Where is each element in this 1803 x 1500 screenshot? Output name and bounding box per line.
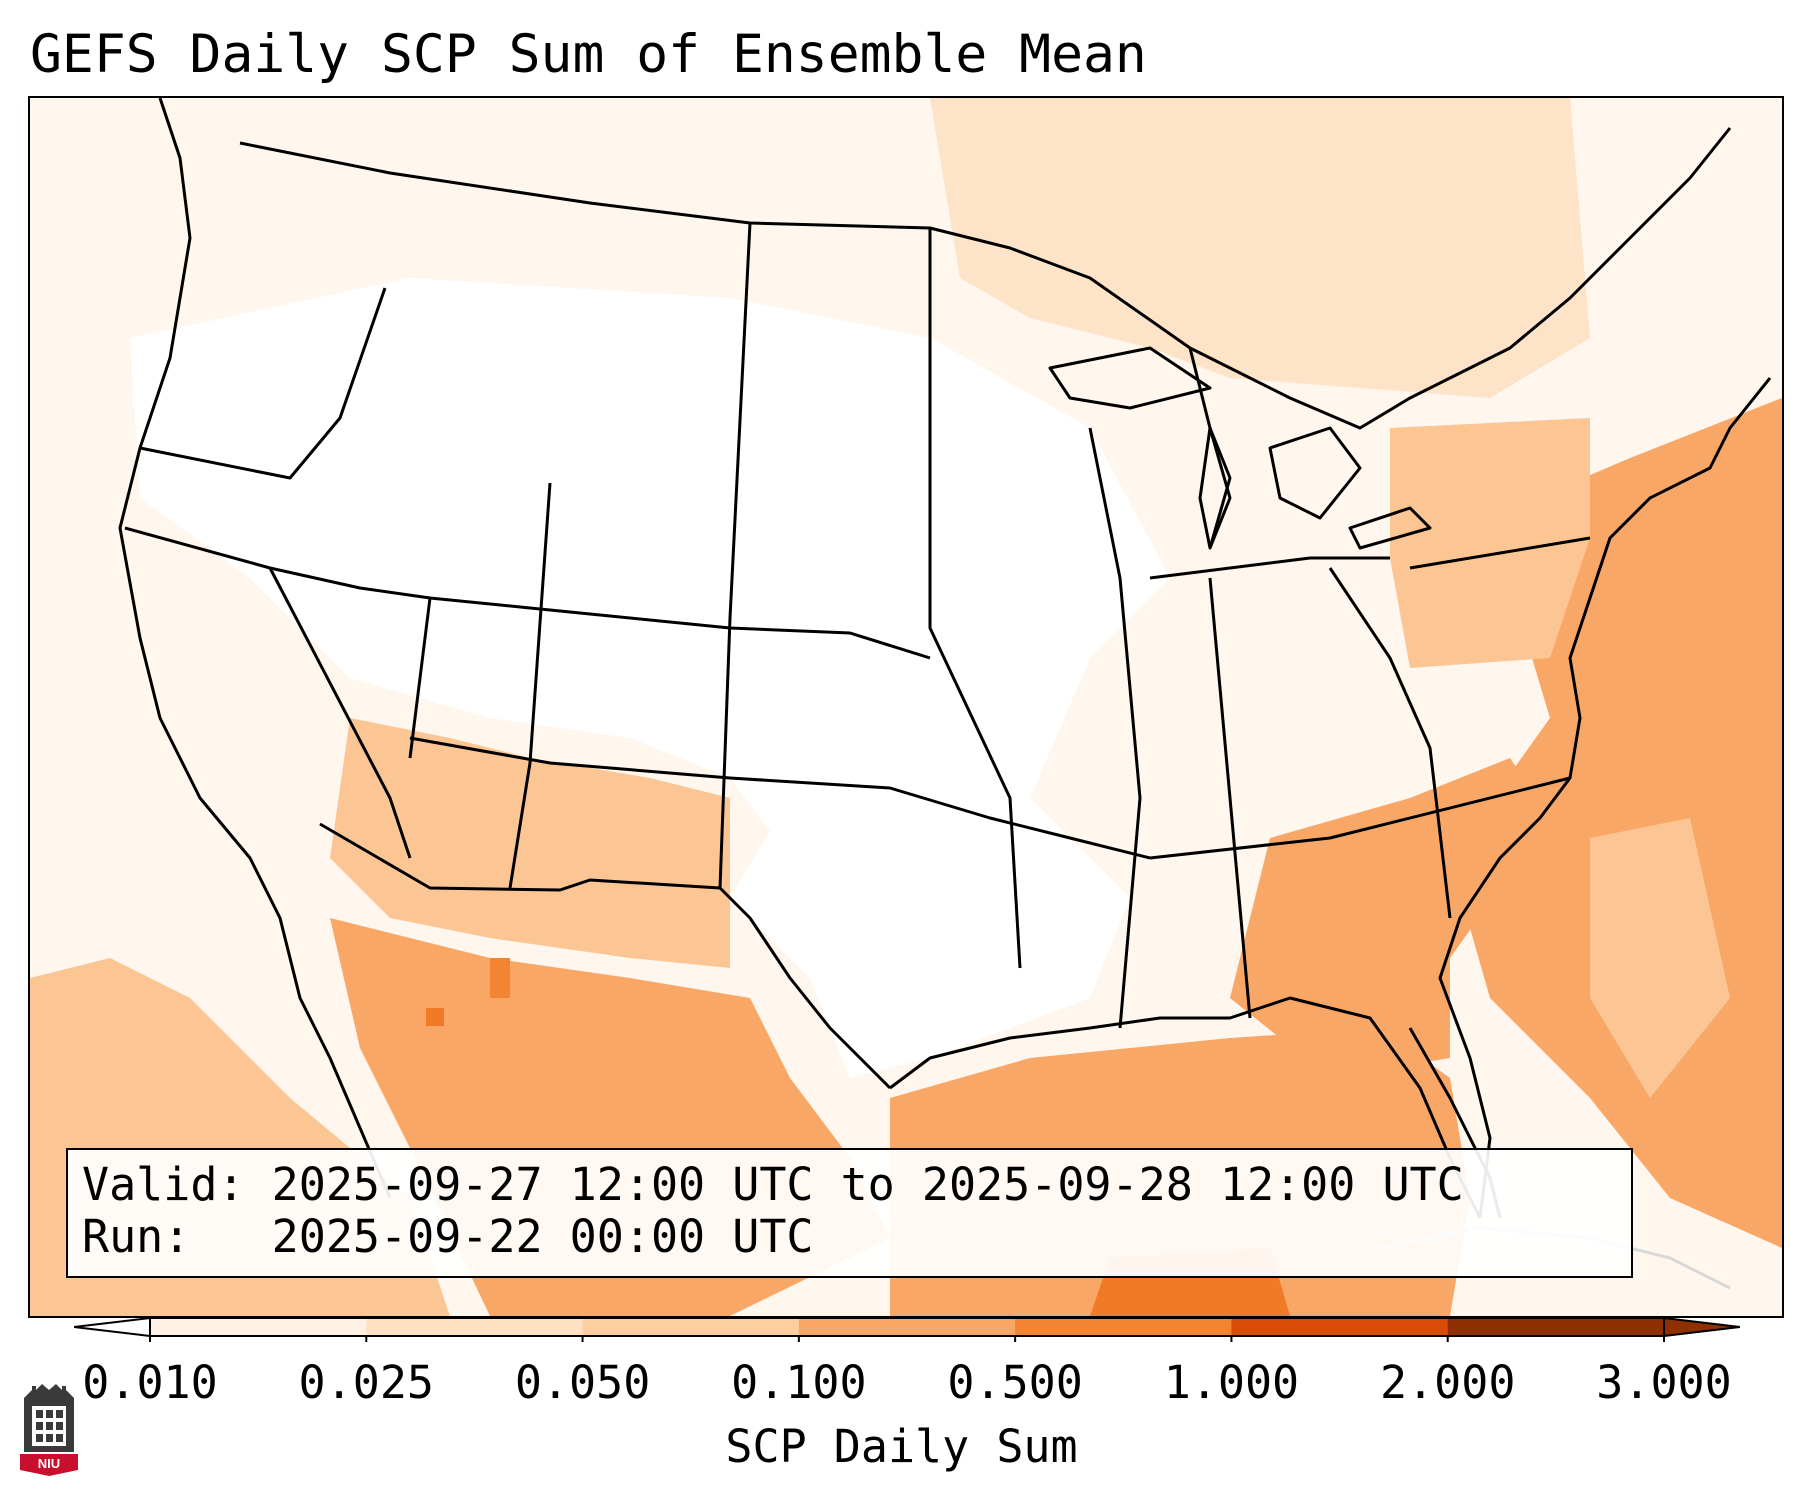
colorbar-segment — [1015, 1318, 1232, 1336]
colorbar-segment — [798, 1318, 1016, 1336]
state-line-pa-ny — [1409, 536, 1591, 570]
shade-northeast — [1390, 418, 1590, 668]
state-line-oh — [1149, 556, 1390, 580]
run-line: Run: 2025-09-22 00:00 UTC — [82, 1210, 814, 1264]
lake-huron — [1268, 426, 1362, 520]
colorbar-segment — [1231, 1318, 1449, 1336]
state-line-mo-ok — [928, 228, 1022, 969]
shade-baja-max — [426, 1008, 444, 1026]
west-coastline — [118, 98, 392, 1199]
colorbar-tick-label: 1.000 — [1163, 1356, 1300, 1409]
canada-ne-border — [1189, 127, 1732, 430]
colorbar-extend-low — [74, 1316, 151, 1338]
state-line-nv-ut — [408, 597, 432, 759]
shade-canada-east — [930, 98, 1590, 398]
state-line-mi — [1188, 347, 1232, 549]
shade-mexico-max — [490, 958, 510, 998]
atlantic-coastline — [1438, 377, 1772, 1219]
run-value: 2025-09-22 00:00 UTC — [271, 1210, 814, 1263]
map-title: GEFS Daily SCP Sum of Ensemble Mean — [30, 24, 1147, 85]
validity-box: Valid: 2025-09-27 12:00 UTC to 2025-09-2… — [66, 1148, 1633, 1278]
map-canvas — [30, 98, 1782, 1316]
colorbar-tick-label: 0.050 — [514, 1356, 651, 1409]
valid-label: Valid: — [82, 1158, 245, 1211]
state-line-row-1 — [124, 526, 931, 660]
valid-value: 2025-09-27 12:00 UTC to 2025-09-28 12:00… — [271, 1158, 1464, 1211]
boundaries — [118, 98, 1772, 1290]
lake-erie — [1348, 506, 1432, 550]
us-canada-border — [239, 141, 1191, 350]
shade-texas-clear — [730, 798, 1130, 1078]
run-label: Run: — [82, 1210, 191, 1263]
colorbar-outline — [149, 1317, 1665, 1337]
niu-logo: NIU — [20, 1384, 78, 1476]
colorbar-ticks — [149, 1336, 1665, 1342]
colorbar-tick-label: 0.025 — [298, 1356, 435, 1409]
state-line-co-ks — [718, 222, 752, 889]
state-line-nc-tn — [1149, 776, 1571, 860]
colorbar — [74, 1316, 1740, 1342]
valid-line: Valid: 2025-09-27 12:00 UTC to 2025-09-2… — [82, 1158, 1464, 1212]
colorbar-tick-label: 3.000 — [1596, 1356, 1732, 1409]
colorbar-segment — [582, 1318, 800, 1336]
scp-shading — [30, 98, 1782, 1316]
state-line-ut-co — [508, 482, 552, 889]
gulf-coastline — [889, 996, 1482, 1219]
shade-four-corners — [330, 718, 730, 968]
state-line-ga-sc — [1328, 567, 1452, 919]
colorbar-segment — [1447, 1318, 1665, 1336]
colorbar-tick-label: 0.010 — [82, 1356, 218, 1409]
map-panel — [28, 96, 1784, 1318]
shade-plains-clear — [130, 278, 1170, 878]
lake-michigan — [1198, 426, 1232, 550]
colorbar-tick-label: 0.500 — [947, 1356, 1083, 1409]
shade-atlantic-light — [1590, 818, 1730, 1098]
state-line-il-ms — [1088, 427, 1142, 1029]
state-line-or-wa — [139, 287, 387, 480]
colorbar-tick-label: 0.100 — [731, 1356, 867, 1409]
logo-text: NIU — [38, 1456, 60, 1471]
colorbar-segment — [150, 1318, 367, 1336]
logo-shield — [20, 1454, 78, 1476]
colorbar-label: SCP Daily Sum — [725, 1420, 1078, 1473]
colorbar-tick-label: 2.000 — [1379, 1356, 1516, 1409]
state-line-row-2 — [409, 736, 1151, 860]
colorbar-segment — [366, 1318, 584, 1336]
lake-superior — [1048, 346, 1212, 410]
colorbar-extend-high — [1663, 1316, 1740, 1338]
state-line-al — [1208, 577, 1252, 1019]
state-line-ca-nv — [268, 567, 412, 859]
colorbar-segments — [74, 1316, 1740, 1338]
